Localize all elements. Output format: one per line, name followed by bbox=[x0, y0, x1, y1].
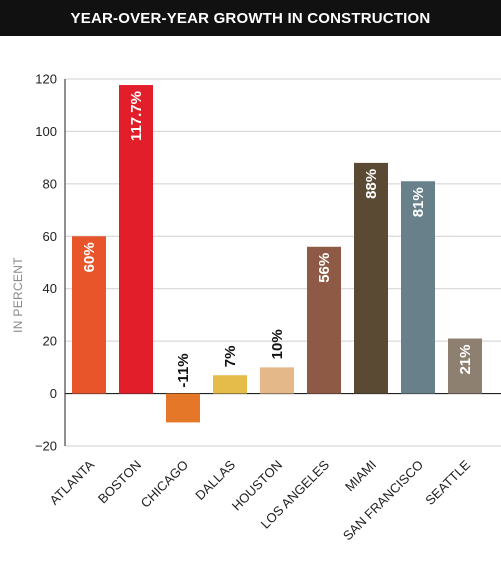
data-label: 56% bbox=[316, 253, 333, 283]
bar-seattle bbox=[448, 338, 482, 394]
bars bbox=[72, 85, 482, 423]
bar-atlanta bbox=[72, 236, 106, 394]
data-labels: 60% 117.7% -11% 7% 10% 56% 88% 81% 21% bbox=[81, 91, 474, 388]
bar-houston bbox=[260, 367, 294, 394]
y-axis-label: IN PERCENT bbox=[11, 257, 25, 333]
y-tick-label: 40 bbox=[43, 281, 57, 296]
data-label: 21% bbox=[457, 345, 474, 375]
x-tick-label: ATLANTA bbox=[46, 457, 97, 508]
x-tick-label: MIAMI bbox=[342, 457, 379, 494]
data-label: 88% bbox=[363, 169, 380, 199]
y-tick-label: 80 bbox=[43, 176, 57, 191]
bar-san-francisco bbox=[401, 181, 435, 394]
chart-title: YEAR-OVER-YEAR GROWTH IN CONSTRUCTION bbox=[70, 9, 431, 27]
y-tick-label: 60 bbox=[43, 229, 57, 244]
bar-miami bbox=[354, 162, 388, 394]
data-label: 117.7% bbox=[128, 91, 145, 141]
y-tick-label: −20 bbox=[35, 439, 57, 454]
y-tick-label: 0 bbox=[50, 386, 57, 401]
data-label: 81% bbox=[410, 187, 427, 217]
x-tick-label: SAN FRANCISCO bbox=[340, 457, 426, 543]
x-tick-label: SEATTLE bbox=[422, 457, 473, 508]
y-tick-label: 100 bbox=[35, 124, 57, 139]
x-tick-label: DALLAS bbox=[192, 457, 238, 503]
title-bar: YEAR-OVER-YEAR GROWTH IN CONSTRUCTION bbox=[0, 0, 501, 36]
x-tick-label: BOSTON bbox=[95, 457, 144, 506]
x-tick-label: CHICAGO bbox=[138, 457, 192, 511]
data-label: -11% bbox=[175, 353, 192, 387]
bar-boston bbox=[119, 85, 153, 394]
bar-chicago bbox=[166, 393, 200, 423]
bar-dallas bbox=[213, 375, 247, 394]
y-tick-label: 120 bbox=[35, 72, 57, 87]
y-tick-label: 20 bbox=[43, 334, 57, 349]
data-label: 7% bbox=[222, 346, 239, 368]
data-label: 60% bbox=[81, 242, 98, 272]
bar-los-angeles bbox=[307, 246, 341, 394]
data-label: 10% bbox=[269, 329, 286, 359]
